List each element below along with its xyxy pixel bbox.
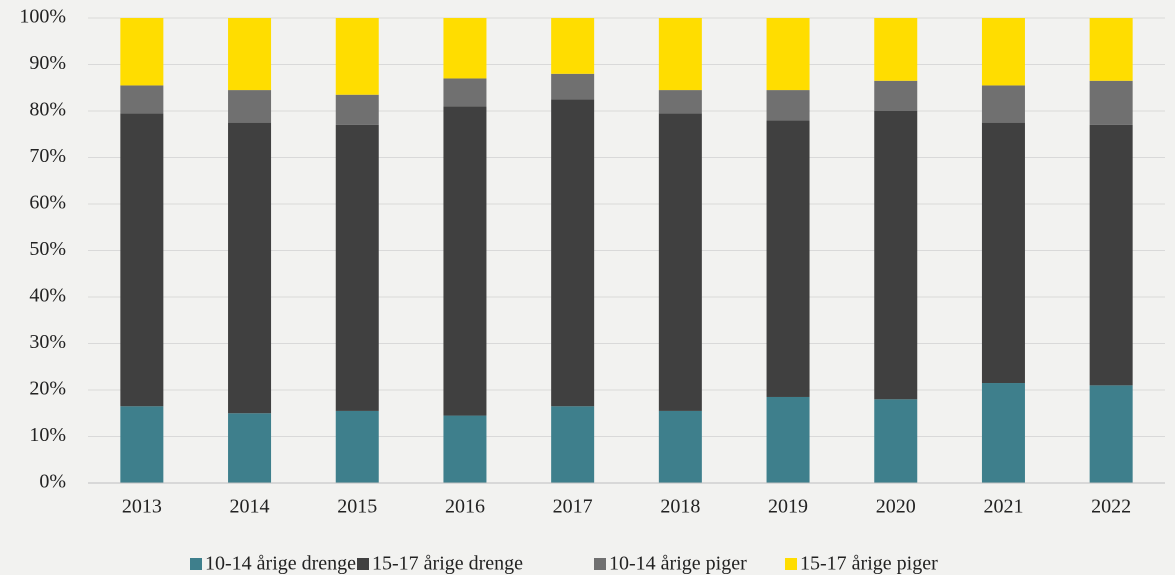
bar-segment: [120, 113, 164, 407]
x-tick-label: 2018: [660, 496, 700, 518]
bar-segment: [874, 80, 918, 111]
bar-segment: [766, 120, 810, 397]
bar-segment: [766, 396, 810, 483]
bar-segment: [766, 90, 810, 121]
y-tick-label: 10%: [29, 424, 66, 446]
bar-segment: [228, 18, 272, 91]
bar-segment: [551, 99, 595, 407]
bar-segment: [335, 18, 379, 95]
y-tick-label: 20%: [29, 378, 66, 400]
y-tick-label: 60%: [29, 192, 66, 214]
bar-segment: [443, 106, 487, 416]
legend-swatch: [594, 558, 606, 570]
bar-segment: [658, 18, 702, 91]
bar-segment: [981, 18, 1025, 86]
bar-segment: [1089, 80, 1133, 125]
legend-swatch: [357, 558, 369, 570]
legend-label: 10-14 årige piger: [609, 553, 747, 575]
bar-segment: [443, 78, 487, 107]
bar-segment: [658, 410, 702, 483]
bar-segment: [658, 90, 702, 114]
y-tick-label: 80%: [29, 99, 66, 121]
y-tick-label: 0%: [39, 471, 66, 493]
bar-segment: [443, 18, 487, 79]
bar-segment: [120, 85, 164, 114]
x-tick-label: 2017: [553, 496, 593, 518]
y-tick-label: 50%: [29, 238, 66, 260]
bar-segment: [1089, 18, 1133, 81]
bar-segment: [981, 85, 1025, 123]
y-tick-label: 40%: [29, 285, 66, 307]
bar-segment: [551, 73, 595, 100]
x-tick-label: 2014: [230, 496, 270, 518]
bar-segment: [228, 122, 272, 414]
bar-segment: [1089, 124, 1133, 386]
legend-label: 15-17 årige piger: [800, 553, 938, 575]
bar-segment: [766, 18, 810, 91]
x-tick-label: 2022: [1091, 496, 1131, 518]
bar-segment: [981, 383, 1025, 483]
y-tick-label: 30%: [29, 331, 66, 353]
x-tick-label: 2016: [445, 496, 485, 518]
x-tick-label: 2013: [122, 496, 162, 518]
bar-segment: [228, 413, 272, 483]
y-tick-label: 100%: [19, 6, 66, 28]
bar-segment: [443, 415, 487, 483]
y-tick-label: 90%: [29, 52, 66, 74]
legend-label: 10-14 årige drenge: [205, 553, 356, 575]
bar-segment: [120, 18, 164, 86]
legend-swatch: [190, 558, 202, 570]
y-tick-label: 70%: [29, 145, 66, 167]
legend-label: 15-17 årige drenge: [372, 553, 523, 575]
bar-segment: [335, 94, 379, 125]
bar-segment: [981, 122, 1025, 384]
bar-segment: [335, 124, 379, 411]
x-tick-label: 2020: [876, 496, 916, 518]
bar-segment: [658, 113, 702, 411]
bar-segment: [551, 406, 595, 483]
bar-segment: [120, 406, 164, 483]
x-tick-label: 2019: [768, 496, 808, 518]
bar-segment: [874, 111, 918, 400]
legend-swatch: [785, 558, 797, 570]
x-tick-label: 2015: [337, 496, 377, 518]
x-tick-label: 2021: [983, 496, 1023, 518]
bar-segment: [228, 90, 272, 123]
bar-segment: [1089, 385, 1133, 483]
bar-segment: [874, 399, 918, 483]
bar-segment: [874, 18, 918, 81]
bar-segment: [551, 18, 595, 74]
bar-segment: [335, 410, 379, 483]
